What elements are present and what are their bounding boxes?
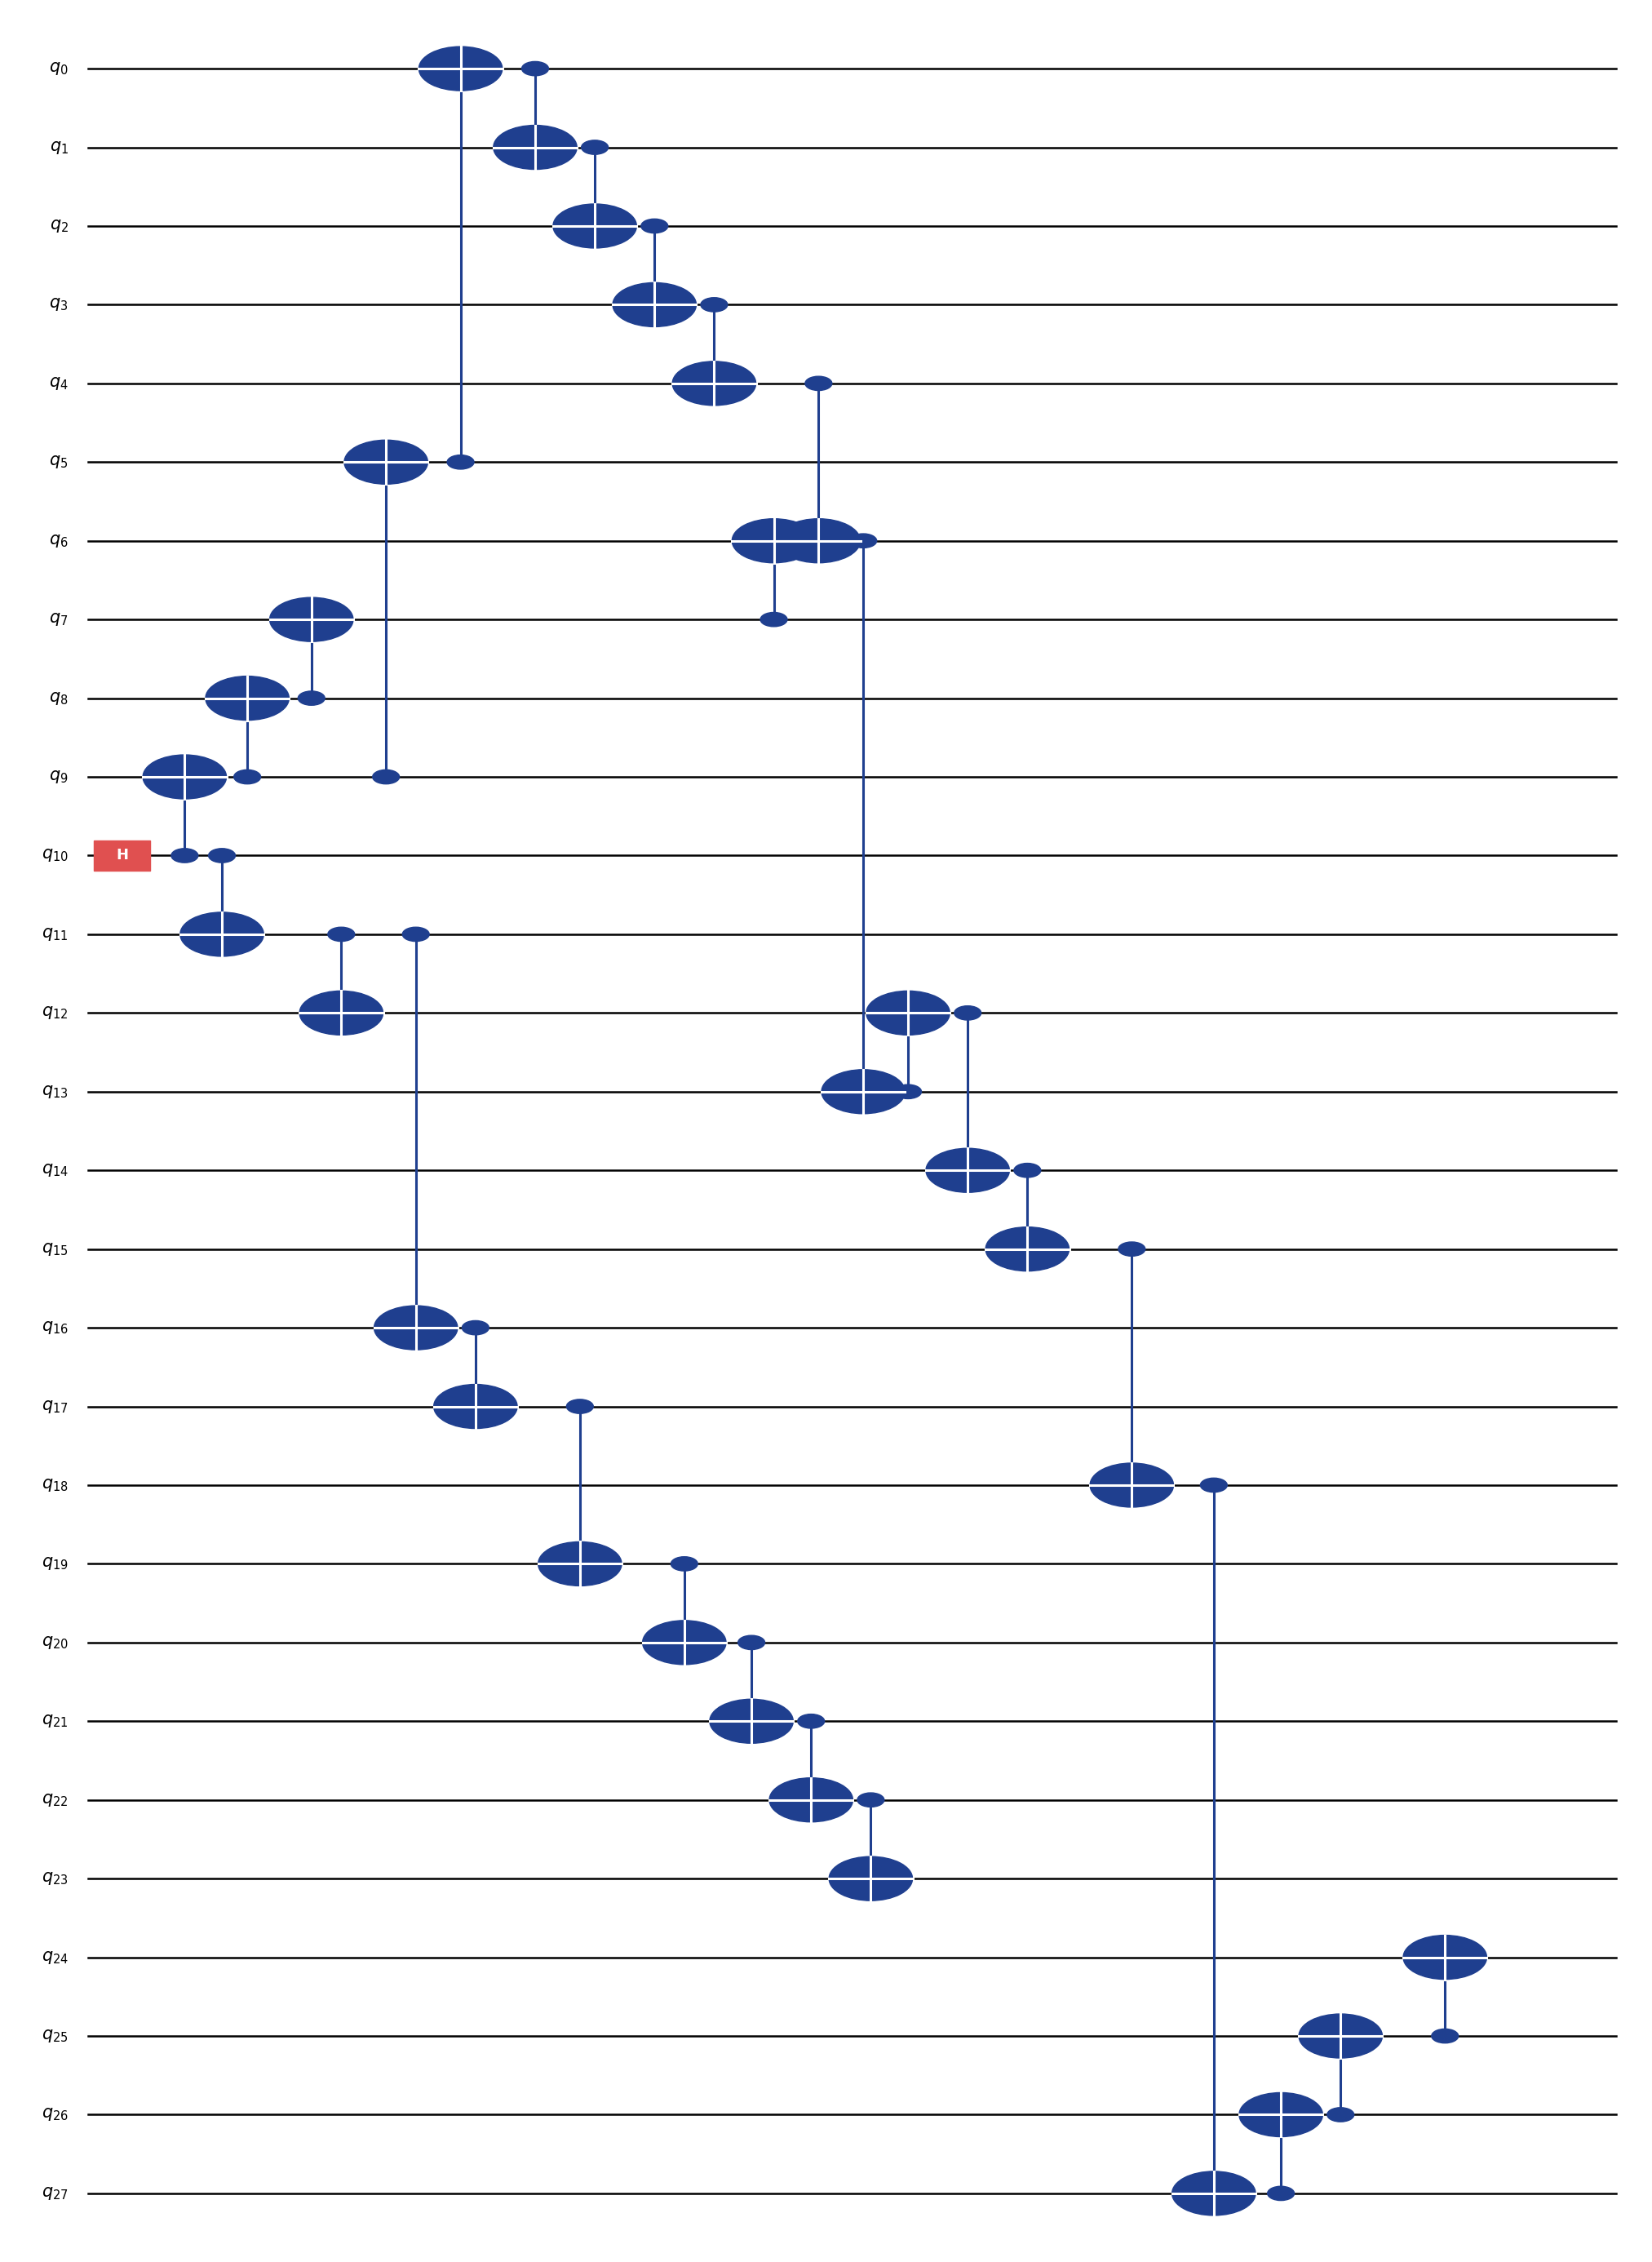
- Circle shape: [1432, 2029, 1459, 2043]
- Text: $q_{18}$: $q_{18}$: [41, 1477, 68, 1493]
- Circle shape: [866, 991, 950, 1036]
- Circle shape: [180, 912, 264, 957]
- Circle shape: [776, 518, 861, 563]
- Circle shape: [539, 1543, 621, 1586]
- Text: $q_{14}$: $q_{14}$: [41, 1163, 68, 1179]
- Circle shape: [205, 676, 289, 719]
- Circle shape: [821, 1070, 905, 1113]
- Circle shape: [299, 991, 383, 1036]
- Circle shape: [857, 1794, 884, 1807]
- Circle shape: [1171, 2172, 1256, 2214]
- Text: $q_{0}$: $q_{0}$: [50, 61, 68, 77]
- Circle shape: [805, 375, 833, 391]
- Circle shape: [208, 848, 235, 862]
- Circle shape: [1239, 2092, 1323, 2138]
- Circle shape: [1327, 2108, 1355, 2122]
- Circle shape: [760, 613, 788, 627]
- Circle shape: [373, 769, 400, 785]
- Text: $q_{9}$: $q_{9}$: [50, 769, 68, 785]
- Text: $q_{24}$: $q_{24}$: [41, 1950, 68, 1966]
- Circle shape: [522, 61, 548, 75]
- Circle shape: [1403, 1936, 1487, 1979]
- Circle shape: [849, 534, 877, 547]
- Text: $q_{20}$: $q_{20}$: [41, 1635, 68, 1651]
- Circle shape: [643, 1620, 727, 1665]
- Circle shape: [955, 1007, 981, 1020]
- Circle shape: [403, 927, 430, 941]
- Circle shape: [344, 441, 428, 484]
- Circle shape: [710, 1699, 793, 1744]
- Circle shape: [327, 927, 355, 941]
- Text: $q_{22}$: $q_{22}$: [41, 1792, 68, 1807]
- Circle shape: [420, 48, 502, 90]
- Circle shape: [297, 692, 325, 706]
- Text: $q_{27}$: $q_{27}$: [41, 2185, 68, 2201]
- Text: $q_{3}$: $q_{3}$: [50, 296, 68, 312]
- Circle shape: [1298, 2013, 1383, 2058]
- Text: $q_{23}$: $q_{23}$: [41, 1871, 68, 1887]
- Circle shape: [613, 283, 695, 326]
- Circle shape: [672, 362, 757, 405]
- Text: $q_{7}$: $q_{7}$: [50, 611, 68, 627]
- Circle shape: [553, 204, 636, 249]
- Circle shape: [738, 1635, 765, 1649]
- Circle shape: [582, 140, 608, 154]
- Circle shape: [142, 756, 226, 798]
- Text: $q_{21}$: $q_{21}$: [41, 1712, 68, 1730]
- Circle shape: [700, 299, 727, 312]
- Circle shape: [986, 1226, 1069, 1271]
- Circle shape: [732, 518, 816, 563]
- Circle shape: [434, 1384, 517, 1430]
- Circle shape: [1118, 1242, 1145, 1255]
- Text: $q_{2}$: $q_{2}$: [50, 217, 68, 235]
- Circle shape: [1014, 1163, 1041, 1179]
- Circle shape: [671, 1556, 697, 1570]
- Circle shape: [373, 1305, 458, 1350]
- Text: $q_{16}$: $q_{16}$: [41, 1319, 68, 1337]
- Circle shape: [641, 219, 667, 233]
- Text: $q_{1}$: $q_{1}$: [50, 140, 68, 156]
- Circle shape: [1267, 2187, 1294, 2201]
- FancyBboxPatch shape: [94, 841, 150, 871]
- Text: $q_{25}$: $q_{25}$: [41, 2027, 68, 2045]
- Circle shape: [269, 597, 354, 642]
- Text: $q_{6}$: $q_{6}$: [50, 532, 68, 550]
- Text: $q_{13}$: $q_{13}$: [41, 1083, 68, 1099]
- Text: $q_{4}$: $q_{4}$: [50, 375, 68, 391]
- Circle shape: [567, 1400, 593, 1414]
- Text: $q_{17}$: $q_{17}$: [41, 1398, 68, 1414]
- Circle shape: [172, 848, 198, 862]
- Circle shape: [798, 1715, 824, 1728]
- Circle shape: [1090, 1464, 1173, 1506]
- Circle shape: [895, 1083, 922, 1099]
- Circle shape: [448, 455, 474, 468]
- Circle shape: [925, 1149, 1009, 1192]
- Text: H: H: [116, 848, 129, 862]
- Text: $q_{5}$: $q_{5}$: [50, 455, 68, 470]
- Text: $q_{8}$: $q_{8}$: [50, 690, 68, 706]
- Circle shape: [829, 1857, 912, 1900]
- Text: $q_{19}$: $q_{19}$: [41, 1556, 68, 1572]
- Circle shape: [1201, 1477, 1227, 1493]
- Circle shape: [770, 1778, 852, 1821]
- Text: $q_{10}$: $q_{10}$: [41, 848, 68, 864]
- Text: $q_{26}$: $q_{26}$: [41, 2106, 68, 2122]
- Text: $q_{12}$: $q_{12}$: [41, 1004, 68, 1020]
- Circle shape: [235, 769, 261, 785]
- Circle shape: [463, 1321, 489, 1335]
- Text: $q_{15}$: $q_{15}$: [41, 1242, 68, 1258]
- Text: $q_{11}$: $q_{11}$: [41, 925, 68, 943]
- Circle shape: [494, 124, 577, 170]
